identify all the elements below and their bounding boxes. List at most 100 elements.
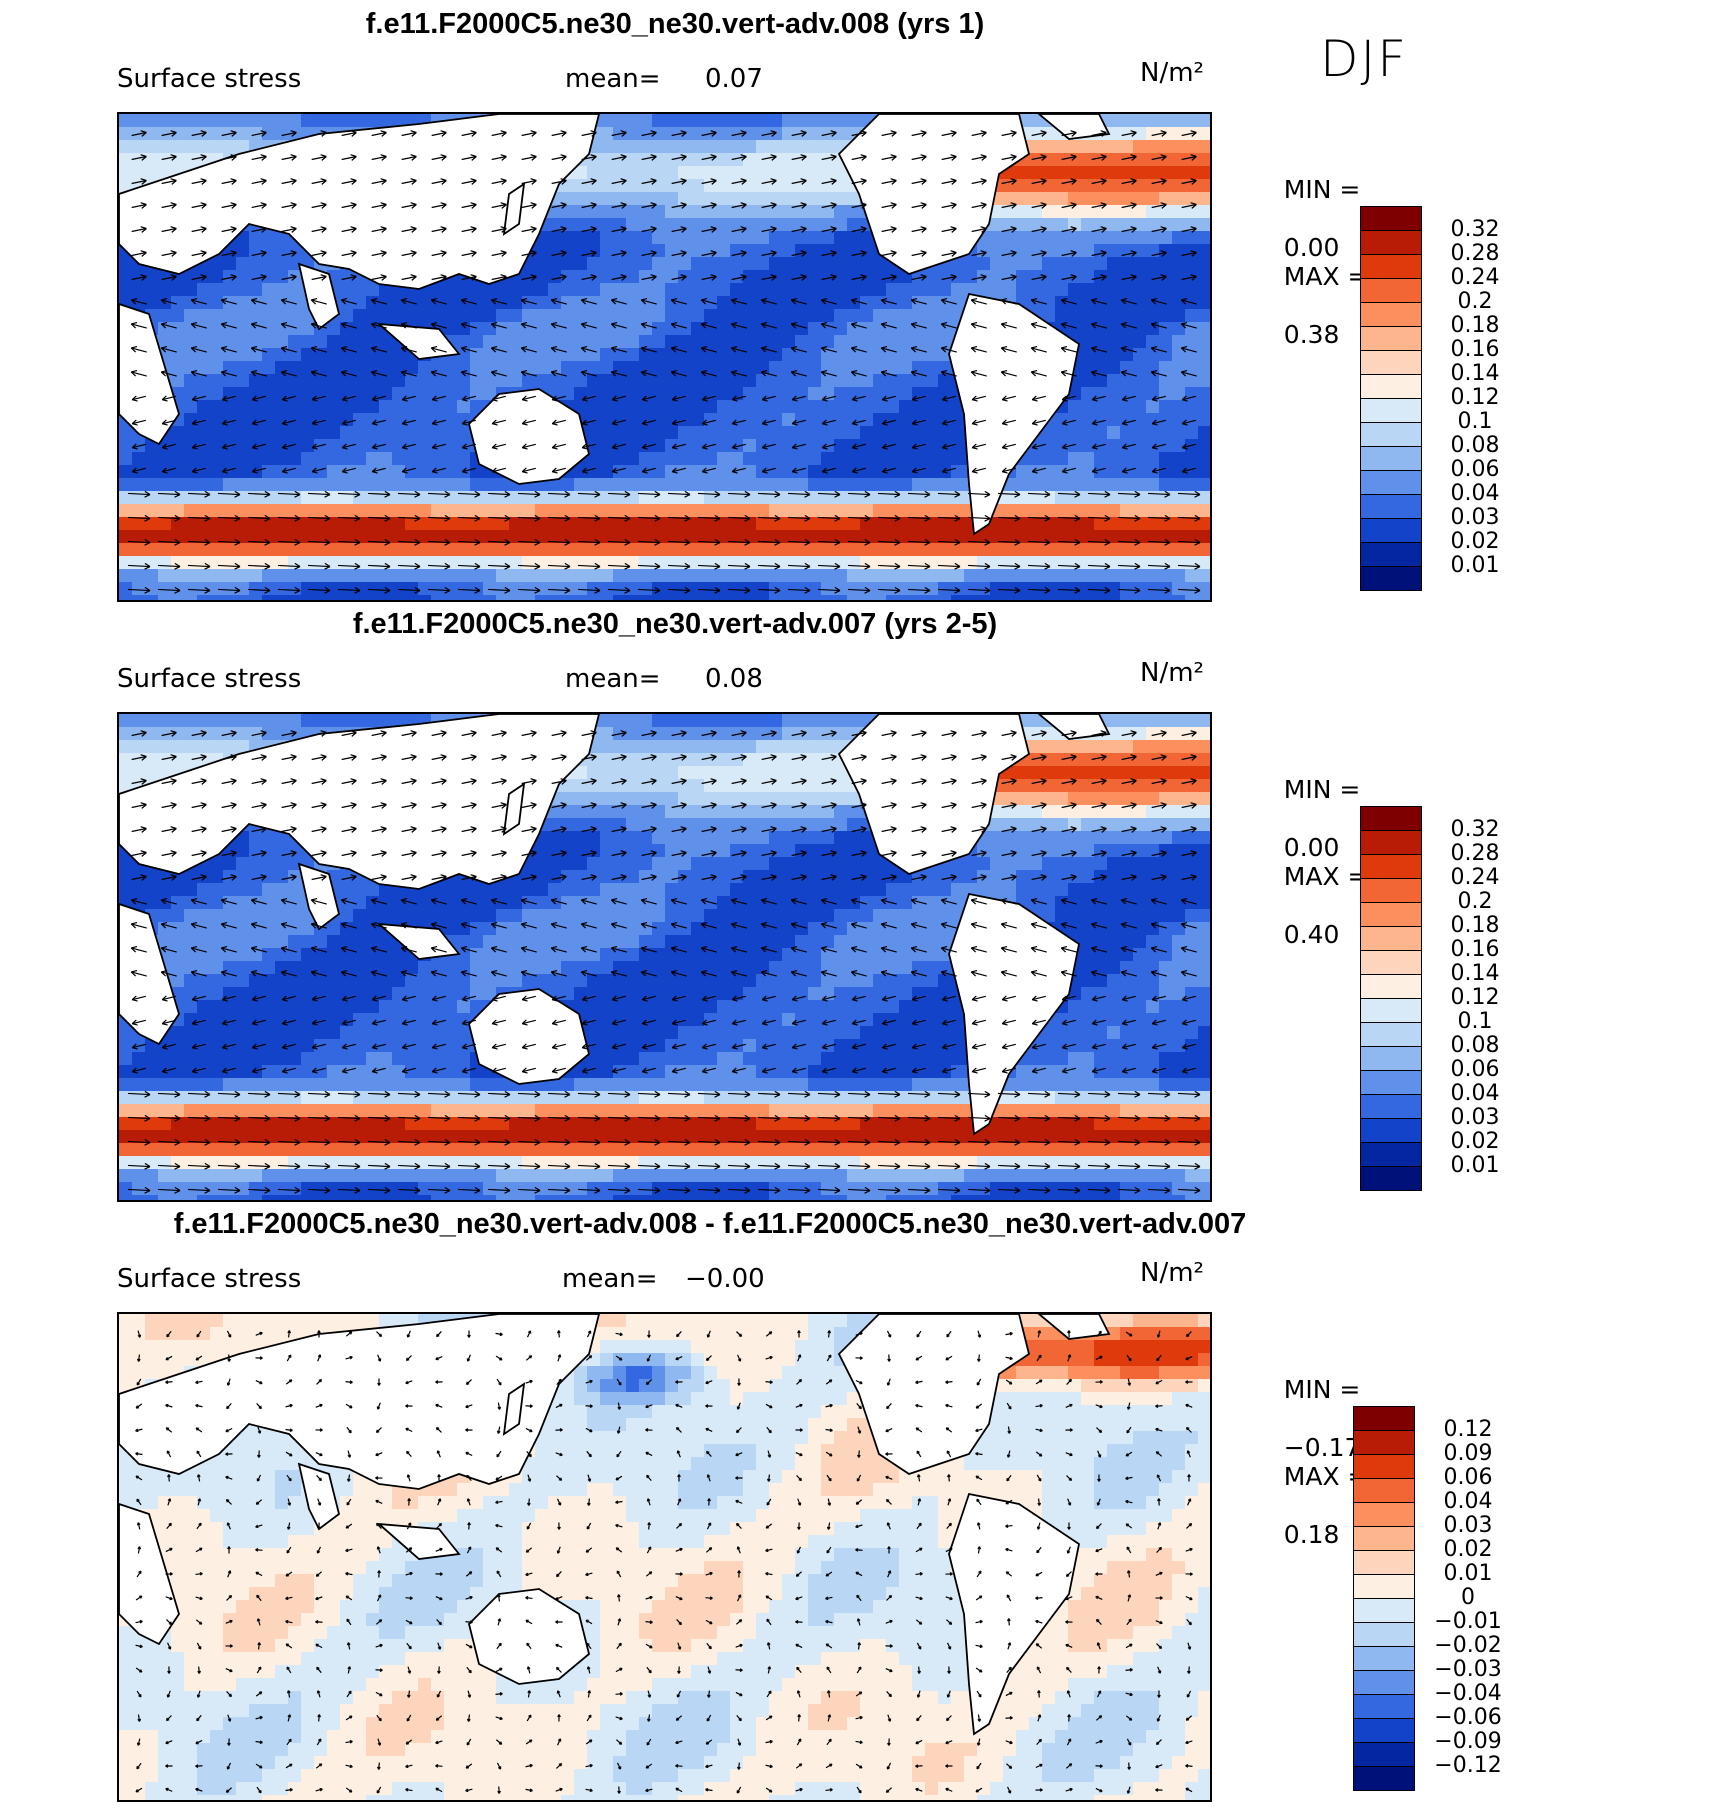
field-cell — [262, 361, 276, 375]
field-cell — [509, 504, 523, 518]
field-cell — [483, 309, 497, 323]
field-cell — [184, 504, 198, 518]
stress-arrow — [401, 155, 417, 161]
arrow-head — [534, 518, 541, 522]
arrow-head — [951, 132, 957, 137]
arrow-head — [740, 202, 747, 206]
field-cell — [769, 244, 783, 258]
field-cell — [392, 595, 406, 600]
field-cell — [301, 439, 315, 453]
field-cell — [964, 283, 978, 297]
field-cell — [990, 283, 1004, 297]
field-cell — [262, 231, 276, 245]
arrow-head — [220, 347, 227, 353]
field-cell — [730, 218, 744, 232]
field-cell — [171, 543, 185, 557]
field-cell — [171, 348, 185, 362]
field-cell — [288, 504, 302, 518]
arrow-head — [321, 204, 327, 209]
field-cell — [782, 257, 796, 271]
arrow-head — [1100, 154, 1107, 158]
arrow-head — [441, 156, 447, 161]
field-cell — [639, 543, 653, 557]
stress-arrow — [312, 395, 326, 401]
stress-arrow — [247, 492, 271, 496]
field-cell — [119, 140, 133, 154]
stress-arrow — [852, 467, 866, 473]
field-cell — [834, 335, 848, 349]
stress-arrow — [671, 275, 687, 281]
arrow-head — [621, 228, 627, 233]
stress-arrow — [401, 299, 417, 305]
field-cell — [1107, 127, 1121, 141]
field-cell — [834, 218, 848, 232]
field-cell — [691, 179, 705, 193]
arrow-head — [1071, 228, 1077, 233]
arrow-head — [221, 369, 228, 373]
field-cell — [626, 179, 640, 193]
field-cell — [951, 413, 965, 427]
arrow-head — [501, 276, 507, 281]
field-cell — [496, 335, 510, 349]
field-cell — [483, 543, 497, 557]
field-cell — [834, 257, 848, 271]
arrow-head — [351, 204, 357, 209]
stress-arrow — [277, 516, 301, 520]
field-cell — [873, 569, 887, 583]
arrow-head — [381, 180, 387, 185]
arrow-head — [402, 423, 408, 426]
stress-arrow — [761, 179, 777, 185]
field-cell — [652, 322, 666, 336]
field-cell — [522, 491, 536, 505]
arrow-head — [581, 297, 588, 301]
stress-arrow — [397, 492, 421, 496]
field-cell — [561, 205, 575, 219]
field-cell — [756, 296, 770, 310]
field-cell — [639, 257, 653, 271]
field-cell — [1198, 439, 1210, 453]
arrow-head — [252, 423, 258, 426]
field-cell — [1016, 543, 1030, 557]
field-cell — [769, 153, 783, 167]
arrow-head — [402, 471, 408, 474]
field-cell — [145, 504, 159, 518]
field-cell — [626, 465, 640, 479]
field-cell — [730, 582, 744, 596]
arrow-head — [221, 443, 227, 449]
field-cell — [626, 530, 640, 544]
field-cell — [1146, 426, 1160, 440]
arrow-head — [341, 321, 348, 325]
arrow-head — [140, 202, 147, 206]
field-cell — [1029, 218, 1043, 232]
field-cell — [496, 322, 510, 336]
arrow-head — [290, 202, 297, 206]
field-cell — [1003, 504, 1017, 518]
field-cell — [652, 465, 666, 479]
stress-arrow — [1091, 299, 1107, 305]
stress-arrow — [671, 227, 687, 233]
stress-arrow — [581, 155, 597, 161]
arrow-head — [1031, 443, 1037, 449]
arrow-head — [921, 252, 927, 257]
arrow-head — [912, 447, 918, 450]
field-cell — [743, 439, 757, 453]
field-cell — [886, 283, 900, 297]
arrow-head — [174, 518, 181, 522]
field-cell — [1029, 517, 1043, 531]
field-cell — [288, 569, 302, 583]
arrow-head — [801, 252, 807, 257]
field-cell — [249, 270, 263, 284]
field-cell — [1042, 309, 1056, 323]
field-cell — [1159, 153, 1173, 167]
field-cell — [860, 374, 874, 388]
arrow-head — [561, 276, 567, 281]
field-cell — [1029, 595, 1043, 600]
field-cell — [769, 556, 783, 570]
arrow-head — [1104, 490, 1111, 496]
arrow-head — [251, 321, 258, 325]
arrow-head — [431, 395, 437, 401]
field-cell — [262, 270, 276, 284]
field-cell — [158, 452, 172, 466]
arrow-head — [1071, 156, 1077, 161]
arrow-head — [790, 347, 797, 353]
